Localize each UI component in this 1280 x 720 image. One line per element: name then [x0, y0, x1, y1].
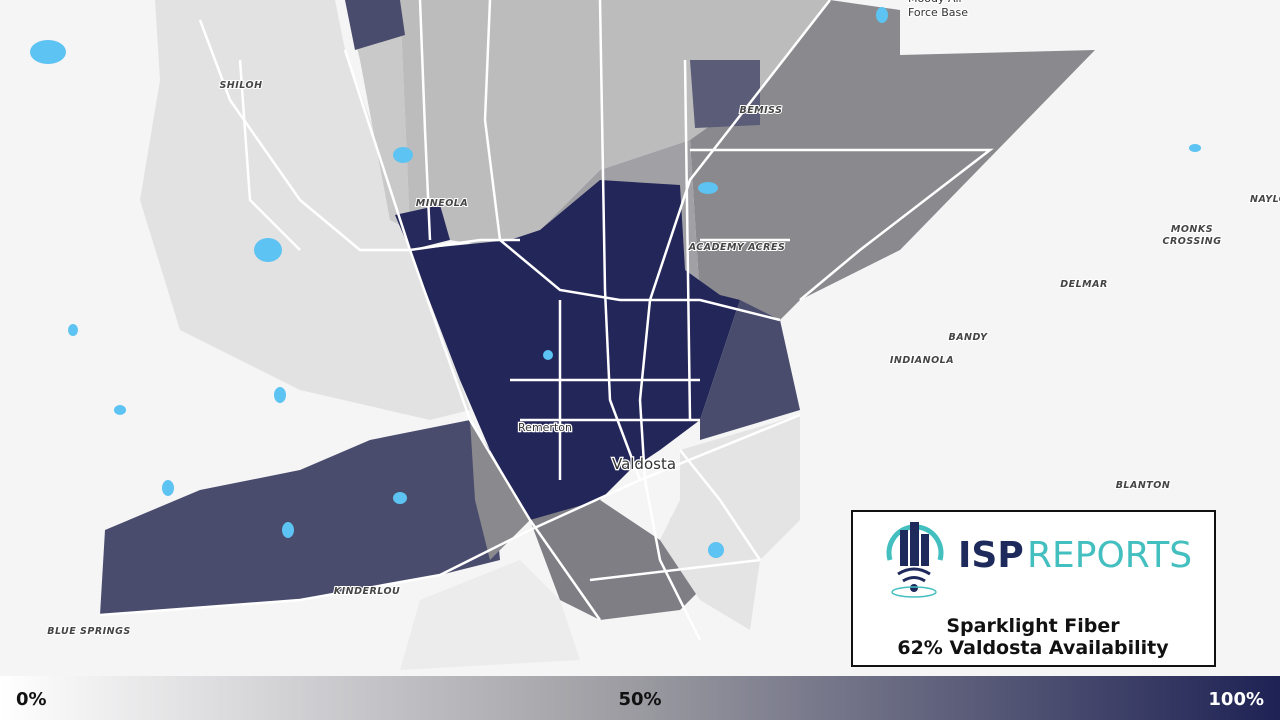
place-label: ACADEMY ACRES	[688, 242, 786, 253]
legend-line: 62% Valdosta Availability	[897, 637, 1169, 659]
place-label: Force Base	[908, 6, 968, 19]
scale-label: 50%	[618, 689, 661, 710]
legend-card: ISP REPORTS Sparklight Fiber 62% Valdost…	[851, 510, 1216, 667]
place-label: SHILOH	[219, 80, 262, 91]
place-label: MONKS	[1171, 224, 1213, 235]
place-label: Moody Air	[908, 0, 964, 5]
scale-label: 100%	[1208, 689, 1264, 710]
place-label: MINEOLA	[416, 198, 468, 209]
logo-icon	[886, 522, 944, 598]
roads	[99, 0, 994, 641]
brand-text: ISP	[958, 535, 1024, 576]
place-label: INDIANOLA	[890, 355, 954, 366]
place-label: Remerton	[518, 421, 572, 434]
place-label: KINDERLOU	[334, 586, 401, 597]
place-labels: Moody AirForce Base SHILOH MINEOLA BEMISS AC…	[46, 0, 1280, 638]
brand-text: REPORTS	[1027, 535, 1192, 576]
place-label: BANDY	[948, 332, 988, 343]
regions	[100, 0, 1095, 670]
scale-label: 0%	[16, 689, 47, 710]
legend-line: Sparklight Fiber	[946, 615, 1120, 637]
place-label: Valdosta	[612, 455, 676, 473]
color-scale-bar	[0, 676, 1280, 720]
place-label: CROSSING	[1163, 236, 1222, 247]
place-label: NAYLO	[1250, 194, 1280, 205]
place-label: BEMISS	[739, 105, 782, 116]
place-label: BLUE SPRINGS	[47, 626, 131, 637]
water	[30, 7, 1201, 558]
place-label: DELMAR	[1060, 279, 1108, 290]
place-label: BLANTON	[1116, 480, 1171, 491]
